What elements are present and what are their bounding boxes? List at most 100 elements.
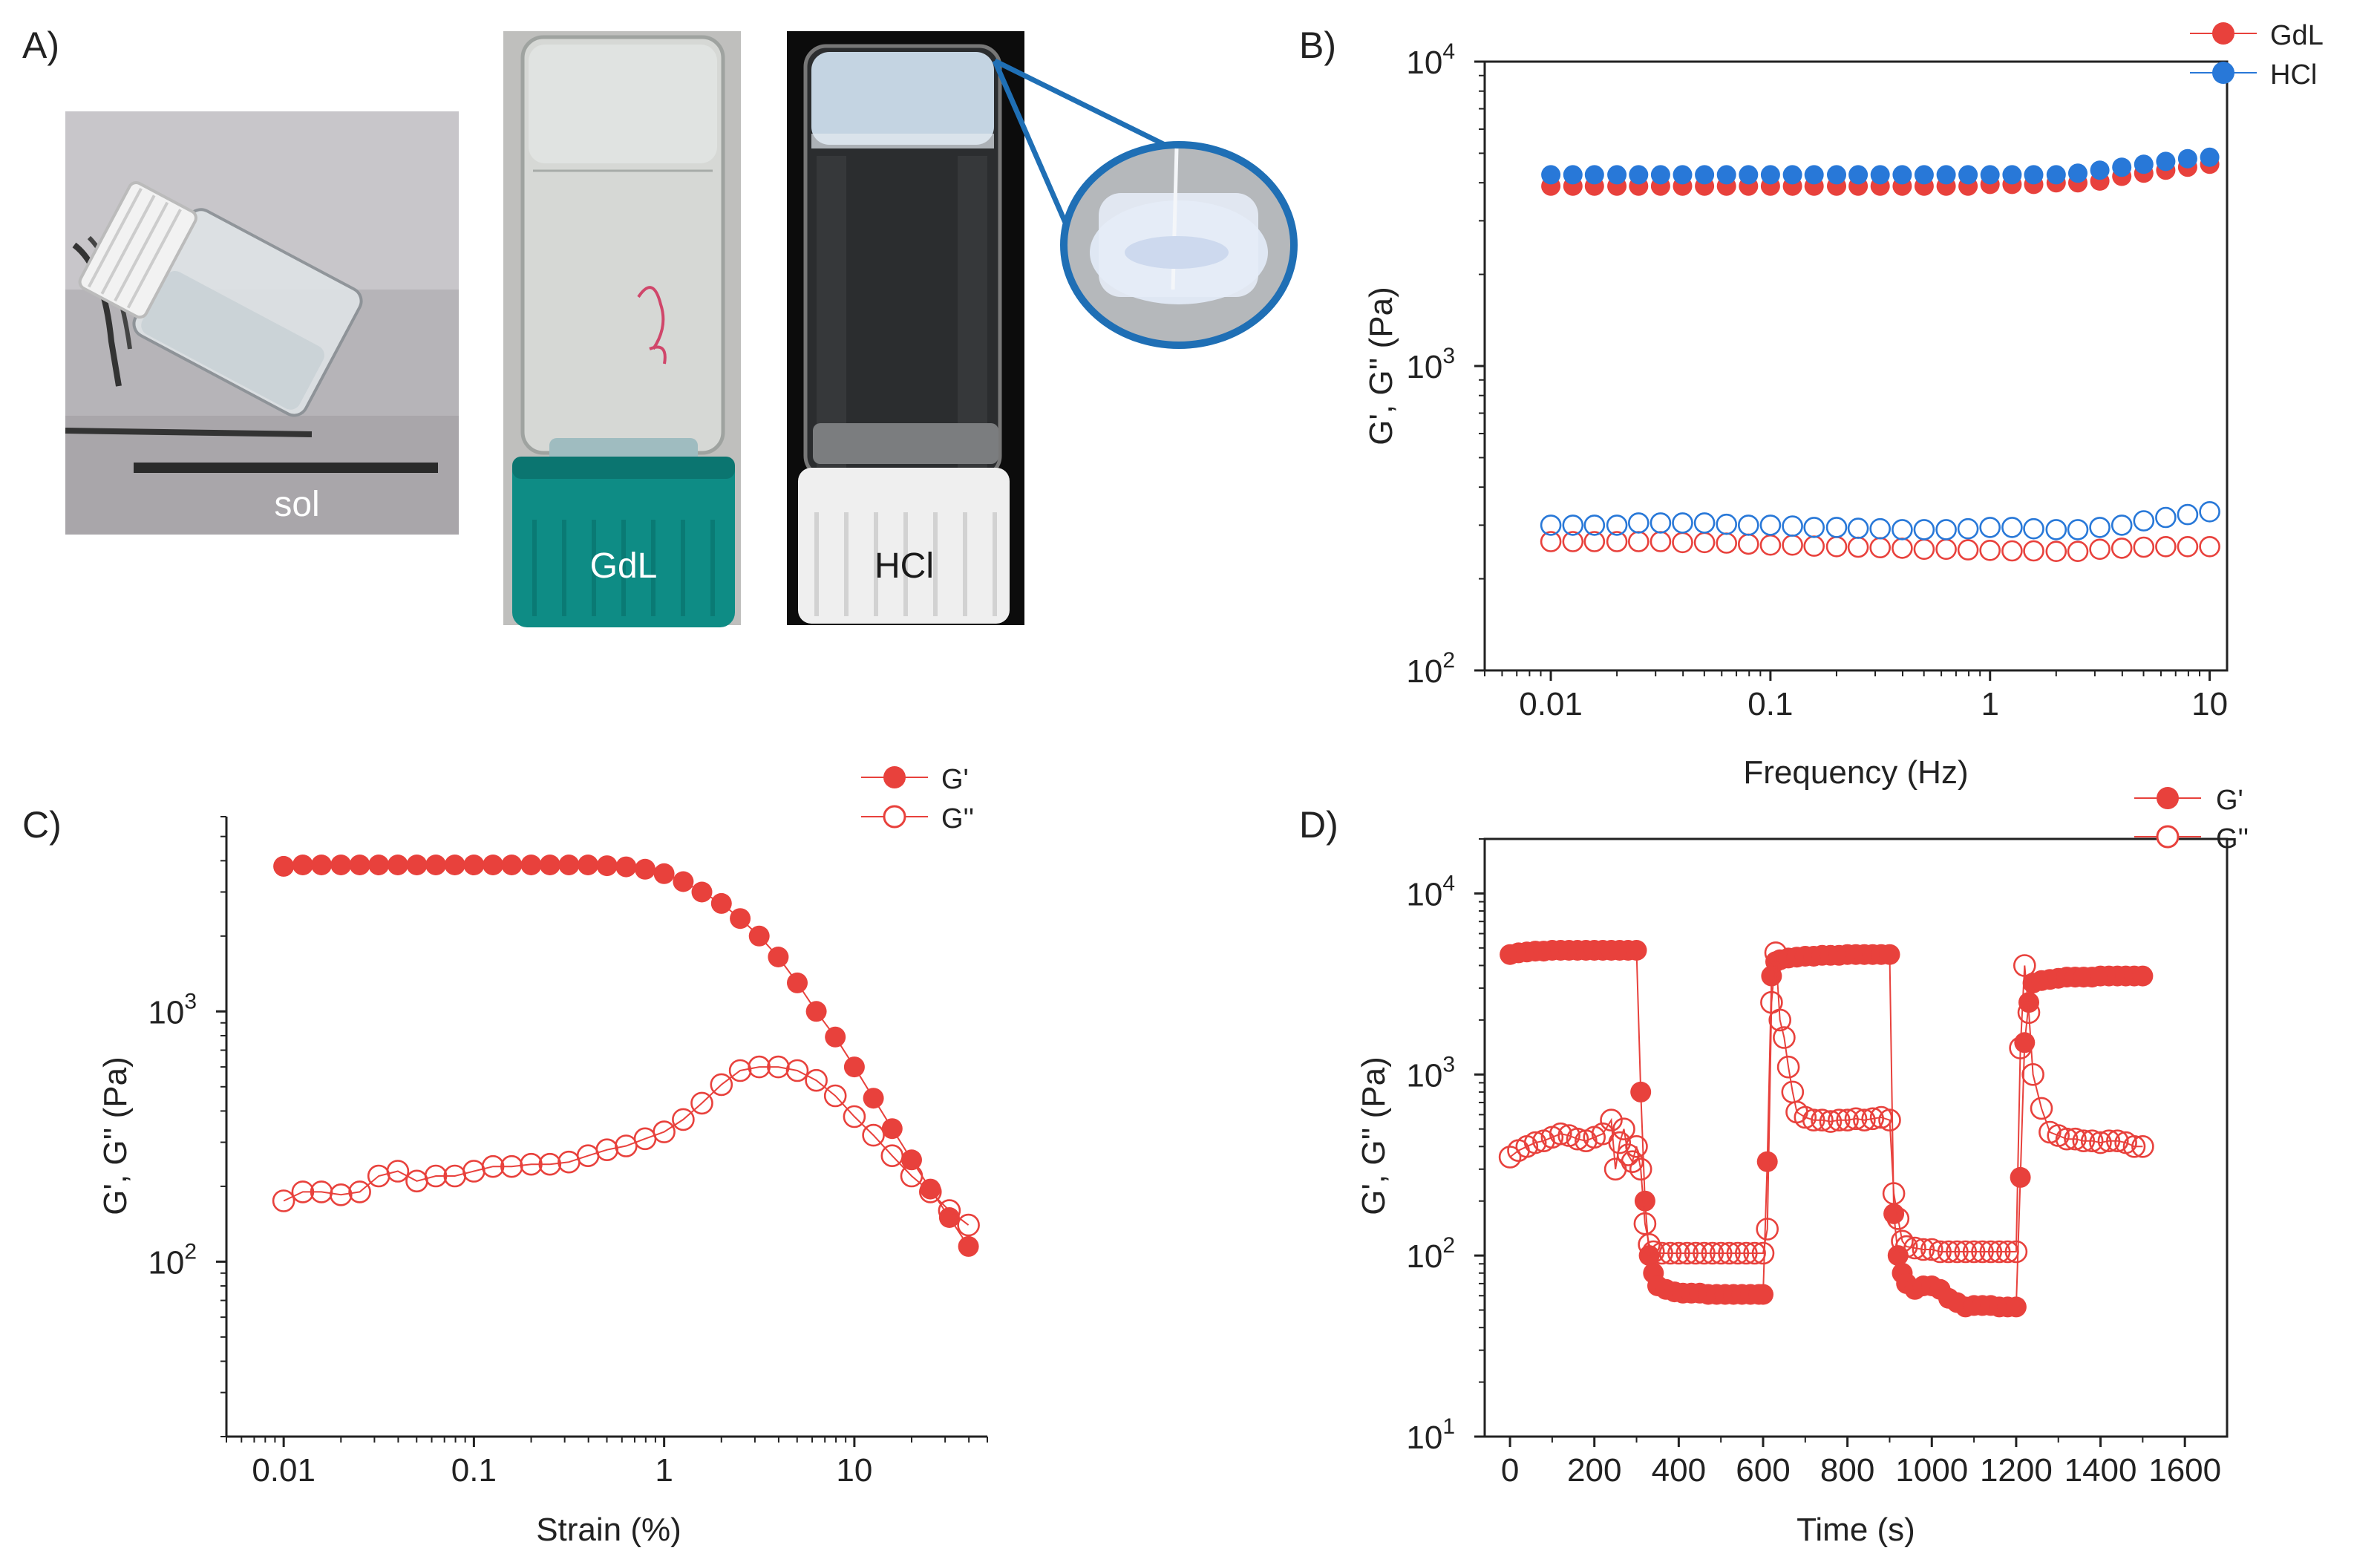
- data-point-g-storage: [1887, 1245, 1909, 1267]
- data-point-g-loss: [1726, 1241, 1750, 1265]
- data-point-g-loss: [1743, 1241, 1766, 1265]
- data-point-hcl-loss: [1672, 512, 1693, 534]
- data-point-g-loss: [1751, 1241, 1775, 1265]
- data-point-g-loss: [1709, 1241, 1733, 1265]
- data-point-g-storage: [1630, 1081, 1652, 1102]
- data-point-g-loss: [1828, 1108, 1851, 1131]
- data-point-g-loss: [1549, 1122, 1572, 1146]
- data-point-g-storage: [825, 1026, 846, 1048]
- y-tick-label: 104: [1406, 871, 1455, 912]
- data-point-hcl-storage: [1541, 165, 1561, 185]
- data-point-g-storage: [463, 855, 485, 875]
- data-point-hcl-loss: [1540, 514, 1562, 536]
- x-tick-label: 1400: [2064, 1452, 2137, 1489]
- x-tick-label: 400: [1652, 1452, 1706, 1489]
- data-point-hcl-loss: [1869, 517, 1891, 540]
- data-point-hcl-storage: [1695, 165, 1715, 185]
- data-point-g-storage: [1753, 1284, 1773, 1305]
- data-point-g-storage: [881, 1118, 903, 1140]
- data-point-gdl-loss: [1913, 538, 1935, 561]
- data-point-g-loss: [1701, 1241, 1724, 1265]
- data-point-hcl-storage: [1607, 165, 1627, 185]
- data-point-hcl-storage: [1958, 165, 1978, 185]
- photo-gdl: GdL: [503, 31, 741, 627]
- y-tick-label: 102: [1406, 648, 1455, 690]
- legend: GdL HCl: [2190, 20, 2324, 91]
- photo-label-gdl: GdL: [590, 546, 658, 586]
- data-point-hcl-loss: [1716, 513, 1737, 535]
- data-point-g-loss: [919, 1180, 942, 1203]
- data-point-hcl-loss: [1957, 517, 1979, 540]
- data-point-hcl-loss: [2045, 519, 2067, 540]
- data-point-g-loss: [1971, 1240, 1994, 1264]
- legend-label-hcl: HCl: [2270, 59, 2317, 91]
- data-point-g-loss: [880, 1144, 904, 1167]
- data-point-g-storage: [863, 1088, 884, 1109]
- data-point-g-storage: [901, 1149, 922, 1171]
- axes: 0.01 0.1 1 10 102 103 104: [1406, 39, 2228, 722]
- data-point-g-loss: [1903, 1236, 1926, 1260]
- data-point-g-loss: [1642, 1240, 1665, 1264]
- data-point-g-storage: [787, 972, 808, 993]
- data-point-hcl-storage: [1673, 165, 1693, 185]
- data-point-g-loss: [843, 1105, 866, 1128]
- data-point-gdl-loss: [1957, 539, 1979, 561]
- x-tick-label: 1600: [2148, 1452, 2221, 1489]
- legend-label-gdl: GdL: [2270, 20, 2324, 51]
- data-point-g-storage: [768, 947, 789, 967]
- data-point-g-storage: [653, 863, 675, 884]
- data-point-g-loss: [1616, 1143, 1640, 1166]
- data-point-g-loss: [1979, 1240, 2003, 1264]
- data-point-g-storage: [673, 871, 694, 892]
- data-point-g-loss: [653, 1120, 676, 1143]
- data-point-g-loss: [2064, 1127, 2087, 1151]
- data-point-g-storage: [273, 855, 295, 877]
- data-point-gdl-loss: [1693, 532, 1716, 554]
- panel-label-c: C): [22, 804, 62, 846]
- data-point-g-loss: [1693, 1241, 1716, 1265]
- data-point-hcl-loss: [1738, 514, 1759, 536]
- data-point-g-loss: [1735, 1241, 1758, 1265]
- data-point-hcl-loss: [1782, 515, 1803, 537]
- x-tick-label: 0: [1501, 1452, 1519, 1489]
- data-point-hcl-loss: [2177, 503, 2199, 526]
- zoom-callout: [992, 58, 1298, 349]
- data-point-g-loss: [672, 1108, 695, 1131]
- y-tick-label: 104: [1406, 39, 1455, 81]
- data-point-hcl-storage: [1782, 165, 1802, 185]
- data-point-gdl-loss: [1650, 531, 1672, 552]
- data-point-gdl-loss: [1606, 531, 1628, 552]
- chart-strain-sweep: 0.01 0.1 1 10 102 103 Strain (%) G', G'' (Pa)…: [97, 764, 988, 1548]
- data-point-gdl-loss: [1583, 531, 1606, 552]
- data-point-hcl-storage: [1760, 165, 1780, 185]
- data-point-g-loss: [1768, 1008, 1791, 1032]
- data-point-g-loss: [1853, 1108, 1876, 1131]
- chart-frequency-sweep: 0.01 0.1 1 10 102 103 104 Frequency (Hz) G', G…: [1363, 20, 2324, 791]
- data-point-hcl-loss: [1803, 517, 1825, 538]
- data-point-g-loss: [1764, 941, 1788, 964]
- data-point-g-loss: [1650, 1241, 1673, 1265]
- data-point-g-storage: [1883, 1203, 1905, 1224]
- data-point-g-storage: [406, 855, 428, 875]
- data-point-gdl-loss: [2023, 540, 2044, 562]
- photo-sol: sol: [65, 111, 459, 535]
- y-tick-label: 102: [1406, 1233, 1455, 1275]
- data-point-gdl-loss: [1847, 536, 1869, 558]
- data-point-g-loss: [2131, 1135, 2154, 1158]
- photo-label-hcl: HCl: [874, 546, 934, 586]
- x-tick-label: 0.01: [252, 1452, 315, 1489]
- data-point-hcl-storage: [1650, 165, 1670, 185]
- data-point-g-storage: [938, 1207, 960, 1228]
- data-point-g-loss: [481, 1154, 505, 1178]
- data-point-hcl-storage: [2068, 163, 2087, 183]
- data-point-g-loss: [1566, 1127, 1589, 1151]
- x-tick-label: 600: [1736, 1452, 1790, 1489]
- data-point-gdl-loss: [2111, 538, 2133, 559]
- data-point-g-storage: [730, 908, 751, 930]
- data-point-gdl-loss: [2155, 535, 2177, 558]
- data-point-hcl-storage: [1739, 165, 1759, 185]
- legend-label-g-storage: G': [2216, 785, 2243, 816]
- data-point-g-loss: [1675, 1241, 1699, 1265]
- data-point-hcl-storage: [2200, 147, 2220, 167]
